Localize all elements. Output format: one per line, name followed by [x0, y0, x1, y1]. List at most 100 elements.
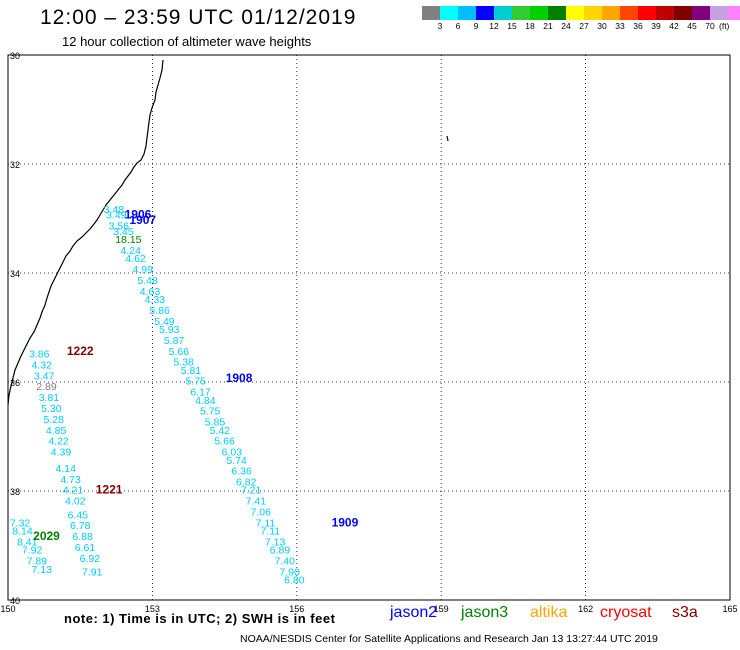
legend-swatch	[656, 6, 674, 20]
map-frame	[7, 54, 731, 601]
wave-height-value: 7.91	[82, 566, 103, 578]
wave-height-value: 5.75	[200, 406, 221, 418]
legend-tick-label: 30	[597, 21, 607, 31]
satellite-legend-jason2: jason2	[390, 604, 438, 621]
wave-height-value: 7.89	[27, 556, 48, 568]
wave-height-value: 3.45	[113, 226, 134, 238]
wave-height-value: 4.32	[31, 359, 52, 371]
satellite-legend-cryosat: cryosat	[600, 604, 652, 621]
pass-number-label: 1221	[96, 483, 123, 497]
legend-swatch	[548, 6, 566, 20]
wave-height-value: 4.14	[56, 463, 77, 475]
map-subtitle: 12 hour collection of altimeter wave hei…	[62, 34, 312, 49]
wave-height-value: 4.99	[133, 264, 154, 276]
latitude-label: 36	[10, 378, 20, 388]
wave-height-value: 7.21	[241, 485, 262, 497]
wave-height-value: 5.66	[169, 346, 190, 358]
legend-swatch	[638, 6, 656, 20]
wave-height-value: 18.15	[115, 234, 141, 246]
wave-height-value: 4.22	[48, 436, 69, 448]
legend-swatch	[728, 6, 740, 20]
legend-tick-label: 12	[489, 21, 499, 31]
coastline	[7, 59, 164, 406]
legend-swatch	[440, 6, 458, 20]
wave-height-value: 6.82	[236, 477, 257, 489]
wave-height-value: 5.48	[137, 275, 158, 287]
wave-height-value: 7.92	[22, 545, 43, 557]
wave-height-value: 5.86	[149, 305, 170, 317]
satellite-legend-jason3: jason3	[461, 604, 509, 621]
latitude-label: 40	[10, 596, 20, 606]
legend-swatch	[494, 6, 512, 20]
wave-height-value: 5.75	[186, 376, 207, 388]
wave-height-value: 6.78	[70, 520, 91, 532]
legend-tick-label: 45	[687, 21, 697, 31]
wave-height-value: 7.13	[265, 537, 286, 549]
legend-swatch	[710, 6, 728, 20]
wave-height-value: 6.36	[231, 466, 252, 478]
wave-height-value: 6.45	[68, 509, 89, 521]
wave-height-value: 6.03	[222, 447, 243, 459]
wave-height-value: 7.06	[250, 507, 271, 519]
wave-height-value: 3.47	[34, 370, 55, 382]
legend-swatch	[674, 6, 692, 20]
pass-number-label: 1906	[125, 208, 152, 222]
wave-height-value: 4.85	[46, 425, 67, 437]
wave-height-value: 6.88	[72, 531, 93, 543]
legend-tick-label: 24	[561, 21, 571, 31]
wave-height-value: 4.33	[145, 294, 166, 306]
small-island	[446, 135, 449, 142]
wave-height-value: 6.17	[190, 387, 211, 399]
wave-height-value: 5.42	[210, 425, 231, 437]
wave-height-value: 6.89	[270, 545, 291, 557]
wave-height-value: 4.21	[63, 485, 84, 497]
wave-height-value: 3.56	[108, 220, 129, 232]
longitude-label: 156	[289, 604, 304, 614]
legend-swatch	[458, 6, 476, 20]
wave-height-value: 5.30	[41, 403, 62, 415]
legend-swatch	[512, 6, 530, 20]
legend-swatch	[422, 6, 440, 20]
satellite-legend-s3a: s3a	[672, 604, 698, 621]
longitude-label: 153	[145, 604, 160, 614]
wave-height-value: 7.11	[260, 526, 280, 538]
latitude-label: 30	[10, 51, 20, 61]
wave-height-value: 6.61	[75, 542, 96, 554]
footnote: note: 1) Time is in UTC; 2) SWH is in fe…	[64, 611, 336, 626]
legend-tick-label: 70	[705, 21, 715, 31]
wave-height-value: 3.81	[39, 392, 60, 404]
wave-height-value: 7.40	[275, 556, 296, 568]
wave-height-value: 8.14	[12, 526, 33, 538]
wave-height-value: 7.13	[31, 564, 52, 576]
graticule	[8, 55, 730, 600]
legend-tick-label: 9	[473, 21, 479, 31]
wave-height-value: 3.49	[106, 210, 127, 222]
legend-swatch	[602, 6, 620, 20]
legend-swatch	[566, 6, 584, 20]
wave-height-value: 4.63	[140, 286, 161, 298]
wave-height-value: 8.41	[17, 537, 38, 549]
legend-tick-label: 42	[669, 21, 679, 31]
satellite-legend-altika: altika	[530, 604, 568, 621]
legend-tick-label: 33	[615, 21, 625, 31]
legend-tick-label: 3	[437, 21, 443, 31]
wave-height-value: 5.87	[164, 335, 185, 347]
wave-height-values: 3.483.493.563.4518.154.244.624.995.484.6…	[10, 204, 305, 587]
legend-swatch	[620, 6, 638, 20]
legend-tick-label: 18	[525, 21, 535, 31]
legend-tick-label: 39	[651, 21, 661, 31]
wave-height-value: 5.74	[226, 455, 247, 467]
wave-height-value: 5.38	[173, 357, 194, 369]
longitude-label: 165	[722, 604, 737, 614]
legend-tick-label: 36	[633, 21, 643, 31]
latitude-label: 32	[10, 160, 20, 170]
longitude-label: 162	[578, 604, 593, 614]
latitude-label: 38	[10, 487, 20, 497]
wave-height-value: 6.80	[284, 575, 305, 587]
longitude-label: 159	[434, 604, 449, 614]
pass-number-label: 1909	[332, 515, 359, 529]
legend-tick-label: 6	[455, 21, 461, 31]
wave-height-value: 2.89	[36, 381, 57, 393]
